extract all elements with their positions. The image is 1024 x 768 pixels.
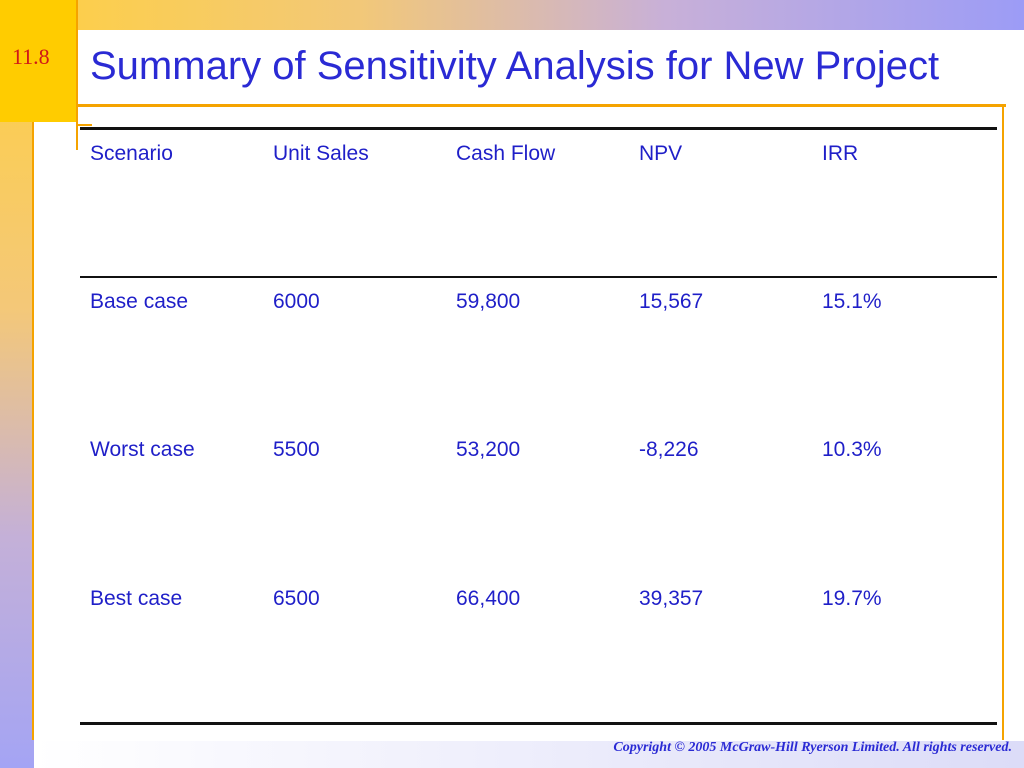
cell-scenario: Best case: [90, 586, 183, 610]
slide-number: 11.8: [12, 44, 50, 69]
slide-title: Summary of Sensitivity Analysis for New …: [90, 44, 940, 88]
table-row: Base case 6000 59,800 15,567 15.1%: [80, 277, 997, 426]
column-header-unit-sales: Unit Sales: [273, 142, 369, 165]
cell-unit-sales: 6500: [273, 586, 320, 610]
cell-scenario: Worst case: [90, 437, 195, 461]
table-row: Worst case 5500 53,200 -8,226 10.3%: [80, 426, 997, 575]
column-header-irr: IRR: [822, 142, 859, 165]
left-accent-line: [32, 0, 34, 740]
copyright-notice: Copyright © 2005 McGraw-Hill Ryerson Lim…: [613, 740, 1012, 755]
sensitivity-table: Scenario Unit Sales Cash Flow NPV IRR Ba…: [80, 127, 997, 725]
cell-unit-sales: 5500: [273, 437, 320, 461]
cell-unit-sales: 6000: [273, 289, 320, 313]
slide-number-badge: [0, 0, 76, 122]
table-header-row: Scenario Unit Sales Cash Flow NPV IRR: [80, 128, 997, 277]
cell-irr: 10.3%: [822, 437, 882, 461]
cell-irr: 15.1%: [822, 289, 882, 313]
cell-irr: 19.7%: [822, 586, 882, 610]
badge-edge-line: [76, 0, 78, 150]
column-header-scenario: Scenario: [90, 142, 173, 165]
cell-cash-flow: 53,200: [456, 437, 521, 461]
cell-cash-flow: 59,800: [456, 289, 521, 313]
title-underline: [76, 104, 1006, 107]
cell-cash-flow: 66,400: [456, 586, 521, 610]
right-accent-line: [1002, 104, 1004, 740]
badge-tick-line: [76, 124, 92, 126]
column-header-npv: NPV: [639, 142, 683, 165]
cell-npv: -8,226: [639, 437, 699, 461]
footer-bar: [34, 741, 1024, 768]
left-gradient-band: [0, 0, 34, 768]
table-row: Best case 6500 66,400 39,357 19.7%: [80, 575, 997, 724]
cell-npv: 15,567: [639, 289, 704, 313]
column-header-cash-flow: Cash Flow: [456, 142, 556, 165]
top-gradient-band: [0, 0, 1024, 30]
cell-scenario: Base case: [90, 289, 189, 313]
cell-npv: 39,357: [639, 586, 704, 610]
